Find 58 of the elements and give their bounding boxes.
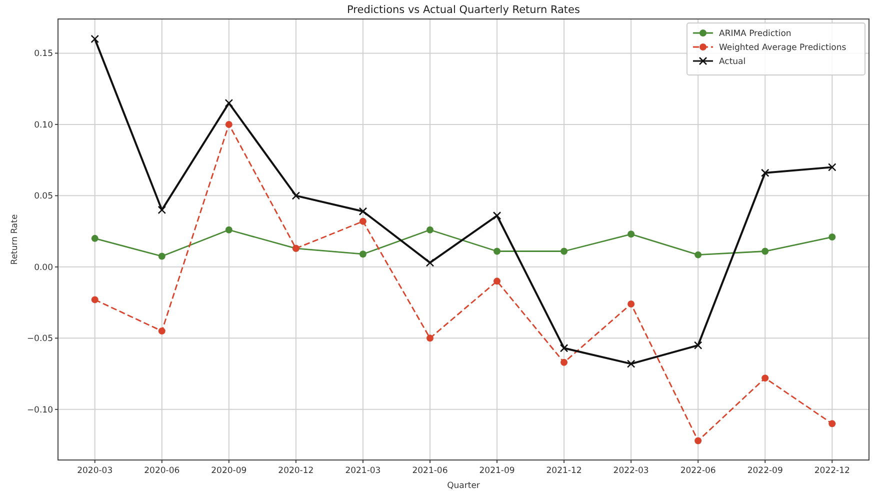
x-tick-label: 2020-06 xyxy=(144,466,180,476)
x-tick-label: 2022-06 xyxy=(680,466,716,476)
legend-label: Weighted Average Predictions xyxy=(719,42,847,53)
point xyxy=(560,344,568,352)
point xyxy=(762,374,769,382)
legend-label: Actual xyxy=(719,56,746,67)
point xyxy=(694,437,702,444)
point xyxy=(359,218,366,225)
y-tick-label: 0.10 xyxy=(34,120,53,130)
point xyxy=(560,358,568,366)
point xyxy=(694,251,702,258)
point xyxy=(494,278,501,285)
legend-label: ARIMA Prediction xyxy=(719,28,792,39)
x-tick-label: 2021-06 xyxy=(412,466,448,476)
point xyxy=(760,168,770,178)
point xyxy=(158,206,166,214)
point xyxy=(158,252,166,260)
x-tick-label: 2021-03 xyxy=(345,466,381,476)
point xyxy=(828,420,836,428)
point xyxy=(158,328,166,335)
point xyxy=(828,234,836,241)
point xyxy=(426,258,434,267)
x-tick-label: 2021-12 xyxy=(546,466,582,476)
x-tick-label: 2020-12 xyxy=(278,466,314,476)
point xyxy=(225,226,232,234)
y-tick-label: −0.05 xyxy=(26,334,53,344)
point xyxy=(426,226,434,234)
x-axis-title: Quarter xyxy=(447,481,480,491)
point xyxy=(91,234,98,242)
x-tick-label: 2022-03 xyxy=(613,466,649,476)
point xyxy=(628,300,635,308)
point xyxy=(828,163,836,172)
y-tick-label: 0.15 xyxy=(34,49,53,60)
x-tick-label: 2021-09 xyxy=(479,466,515,476)
x-tick-label: 2020-03 xyxy=(77,466,113,476)
point xyxy=(492,211,502,220)
point xyxy=(626,360,636,368)
y-tick-label: 0.00 xyxy=(34,262,53,273)
point xyxy=(224,98,234,108)
point xyxy=(762,248,769,255)
y-tick-label: 0.05 xyxy=(34,192,53,202)
x-tick-label: 2020-09 xyxy=(211,466,247,476)
chart-title: Predictions vs Actual Quarterly Return Rates xyxy=(347,4,580,16)
point xyxy=(694,341,702,350)
point xyxy=(560,248,568,255)
point xyxy=(494,248,501,255)
x-tick-label: 2022-12 xyxy=(814,466,850,476)
point xyxy=(225,120,232,128)
point xyxy=(292,192,300,200)
point xyxy=(358,207,368,216)
y-axis-title: Return Rate xyxy=(10,214,20,265)
point xyxy=(91,296,98,304)
point xyxy=(359,250,366,258)
x-tick-label: 2022-09 xyxy=(747,466,783,476)
point xyxy=(90,34,100,44)
point xyxy=(628,230,635,238)
y-tick-label: −0.10 xyxy=(26,405,53,416)
point xyxy=(426,334,434,342)
